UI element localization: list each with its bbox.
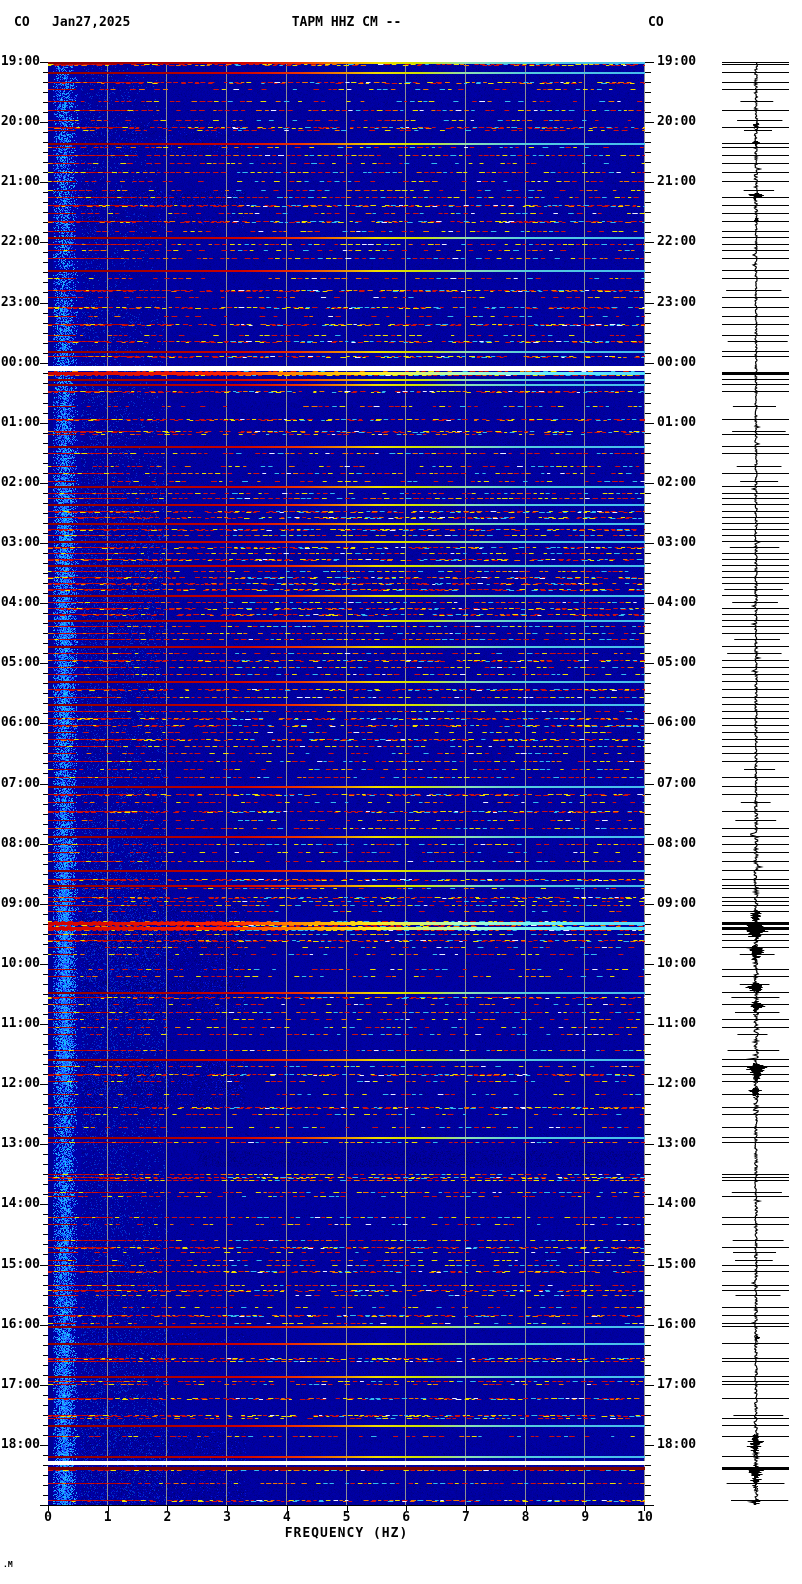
time-label-right: 13:00 bbox=[657, 1136, 697, 1151]
time-label-left: 12:00 bbox=[0, 1076, 40, 1091]
time-label-right: 21:00 bbox=[657, 174, 697, 189]
time-label-left: 18:00 bbox=[0, 1437, 40, 1452]
time-label-right: 22:00 bbox=[657, 234, 697, 249]
time-label-right: 20:00 bbox=[657, 114, 697, 129]
watermark-glyph: .M bbox=[3, 1560, 13, 1569]
time-label-left: 03:00 bbox=[0, 535, 40, 550]
time-label-left: 04:00 bbox=[0, 595, 40, 610]
time-label-right: 05:00 bbox=[657, 655, 697, 670]
time-label-left: 06:00 bbox=[0, 715, 40, 730]
time-label-left: 22:00 bbox=[0, 234, 40, 249]
time-label-left: 02:00 bbox=[0, 475, 40, 490]
frequency-tick-label: 0 bbox=[44, 1510, 52, 1525]
time-label-left: 08:00 bbox=[0, 836, 40, 851]
time-label-right: 11:00 bbox=[657, 1016, 697, 1031]
time-label-right: 02:00 bbox=[657, 475, 697, 490]
time-label-left: 16:00 bbox=[0, 1317, 40, 1332]
network-code-right: CO bbox=[648, 15, 664, 30]
time-label-right: 14:00 bbox=[657, 1196, 697, 1211]
frequency-tick-label: 4 bbox=[282, 1510, 291, 1525]
time-label-right: 12:00 bbox=[657, 1076, 697, 1091]
time-label-right: 07:00 bbox=[657, 776, 697, 791]
time-label-left: 19:00 bbox=[0, 54, 40, 69]
frequency-tick-label: 2 bbox=[163, 1510, 172, 1525]
spectrogram-canvas bbox=[48, 62, 645, 1505]
frequency-tick-label: 1 bbox=[103, 1510, 112, 1525]
time-label-right: 23:00 bbox=[657, 295, 697, 310]
helicorder-trace-canvas bbox=[722, 62, 789, 1505]
time-label-right: 04:00 bbox=[657, 595, 697, 610]
time-label-left: 00:00 bbox=[0, 355, 40, 370]
frequency-tick-label: 10 bbox=[637, 1510, 653, 1525]
time-label-left: 23:00 bbox=[0, 295, 40, 310]
time-label-right: 03:00 bbox=[657, 535, 697, 550]
time-label-right: 09:00 bbox=[657, 896, 697, 911]
time-label-right: 01:00 bbox=[657, 415, 697, 430]
time-label-right: 06:00 bbox=[657, 715, 697, 730]
time-label-right: 19:00 bbox=[657, 54, 697, 69]
time-label-right: 18:00 bbox=[657, 1437, 697, 1452]
time-label-left: 07:00 bbox=[0, 776, 40, 791]
time-label-left: 14:00 bbox=[0, 1196, 40, 1211]
time-label-left: 20:00 bbox=[0, 114, 40, 129]
frequency-tick-label: 9 bbox=[581, 1510, 590, 1525]
frequency-tick-label: 7 bbox=[461, 1510, 470, 1525]
time-label-right: 17:00 bbox=[657, 1377, 697, 1392]
time-label-left: 10:00 bbox=[0, 956, 40, 971]
time-label-left: 09:00 bbox=[0, 896, 40, 911]
frequency-tick-label: 6 bbox=[402, 1510, 411, 1525]
time-label-right: 08:00 bbox=[657, 836, 697, 851]
frequency-tick-label: 3 bbox=[223, 1510, 231, 1525]
time-label-left: 05:00 bbox=[0, 655, 40, 670]
network-code-left: CO bbox=[14, 15, 30, 30]
time-label-left: 13:00 bbox=[0, 1136, 40, 1151]
time-label-right: 10:00 bbox=[657, 956, 697, 971]
time-label-right: 16:00 bbox=[657, 1317, 697, 1332]
frequency-tick-label: 5 bbox=[342, 1510, 351, 1525]
time-label-left: 17:00 bbox=[0, 1377, 40, 1392]
time-label-right: 15:00 bbox=[657, 1257, 697, 1272]
time-label-left: 11:00 bbox=[0, 1016, 40, 1031]
time-label-left: 15:00 bbox=[0, 1257, 40, 1272]
frequency-tick-label: 8 bbox=[521, 1510, 530, 1525]
x-axis-title: FREQUENCY (HZ) bbox=[284, 1526, 409, 1541]
station-title: TAPM HHZ CM -- bbox=[291, 15, 402, 30]
time-label-left: 01:00 bbox=[0, 415, 40, 430]
time-label-right: 00:00 bbox=[657, 355, 697, 370]
time-label-left: 21:00 bbox=[0, 174, 40, 189]
